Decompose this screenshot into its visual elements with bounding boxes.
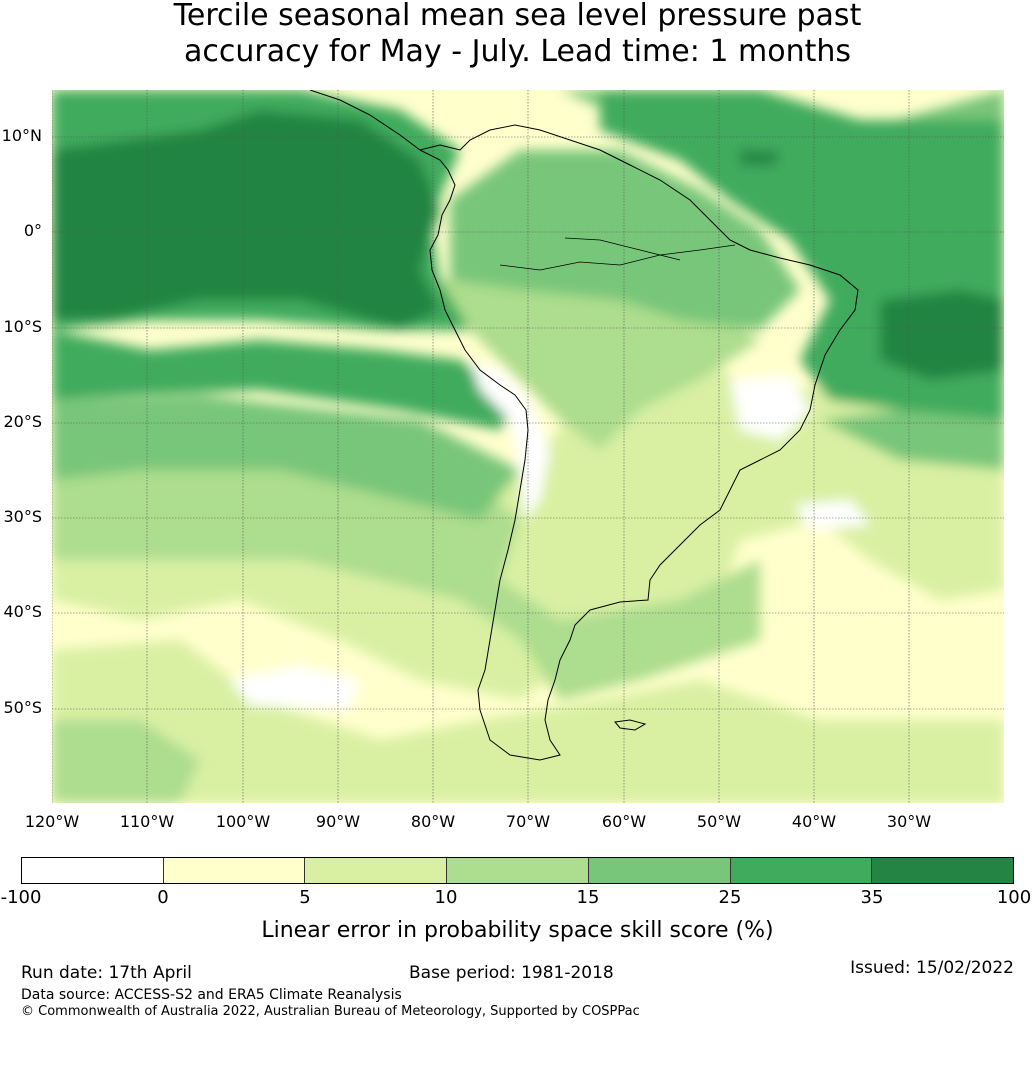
colorbar-tick-label: 5 — [299, 887, 311, 908]
skill-region-15-25 — [450, 150, 800, 330]
colorbar-label: Linear error in probability space skill … — [261, 918, 774, 943]
lon-label: 90°W — [315, 812, 361, 831]
colorbar-segment — [163, 858, 306, 883]
chart-title-line-1: Tercile seasonal mean sea level pressure… — [173, 0, 862, 33]
skill-region-15-25 — [820, 410, 1004, 470]
skill-region-10-15 — [52, 440, 760, 700]
skill-region-negative — [230, 665, 360, 710]
skill-region-35-100 — [880, 290, 1004, 380]
issued-date: Issued: 15/02/2022 — [850, 958, 1014, 978]
lon-label: 120°W — [24, 812, 80, 831]
lat-label: 10°N — [1, 126, 42, 145]
skill-region-15-25 — [52, 395, 520, 520]
colorbar-tick-label: 0 — [157, 887, 169, 908]
skill-region-35-100 — [52, 110, 440, 330]
colorbar-tick-label: 15 — [576, 887, 600, 908]
skill-score-map — [52, 90, 1004, 803]
lat-label: 40°S — [3, 602, 42, 621]
lat-label: 20°S — [3, 412, 42, 431]
lat-label: 10°S — [3, 317, 42, 336]
colorbar-segment — [22, 858, 164, 883]
skill-region-25-35 — [52, 330, 520, 430]
colorbar-segment — [872, 858, 1014, 883]
colorbar-segment — [305, 858, 448, 883]
colorbar-tick-label: 10 — [434, 887, 458, 908]
lat-label: 30°S — [3, 507, 42, 526]
lon-label: 30°W — [886, 812, 932, 831]
skill-region-35-100 — [740, 150, 780, 165]
colorbar-tick-label: 25 — [718, 887, 742, 908]
data-source: Data source: ACCESS-S2 and ERA5 Climate … — [21, 987, 402, 1003]
colorbar — [21, 857, 1014, 884]
lon-label: 110°W — [119, 812, 175, 831]
lon-label: 60°W — [601, 812, 647, 831]
falkland-islands — [614, 719, 647, 731]
lon-label: 80°W — [410, 812, 456, 831]
colorbar-segment — [730, 858, 873, 883]
run-date: Run date: 17th April — [21, 963, 192, 983]
skill-region-negative — [470, 360, 550, 520]
colorbar-tick-label: -100 — [0, 887, 42, 908]
colorbar-tick-label: 35 — [860, 887, 884, 908]
colorbar-segment — [447, 858, 589, 883]
map-gridlines — [52, 90, 1004, 803]
skill-region-10-15 — [52, 720, 200, 803]
rivers — [499, 237, 736, 271]
chart-title-line-2: accuracy for May - July. Lead time: 1 mo… — [184, 34, 851, 69]
copyright: © Commonwealth of Australia 2022, Austra… — [21, 1004, 640, 1019]
base-period: Base period: 1981-2018 — [409, 963, 614, 983]
lon-label: 100°W — [215, 812, 271, 831]
colorbar-tick-label: 100 — [996, 887, 1032, 908]
lon-label: 50°W — [696, 812, 742, 831]
south-america-coastline — [309, 90, 859, 761]
skill-region-negative — [730, 375, 810, 440]
colorbar-segment — [588, 858, 731, 883]
lat-label: 50°S — [3, 698, 42, 717]
lat-label: 0° — [23, 221, 42, 240]
lon-label: 40°W — [791, 812, 837, 831]
lon-label: 70°W — [505, 812, 551, 831]
